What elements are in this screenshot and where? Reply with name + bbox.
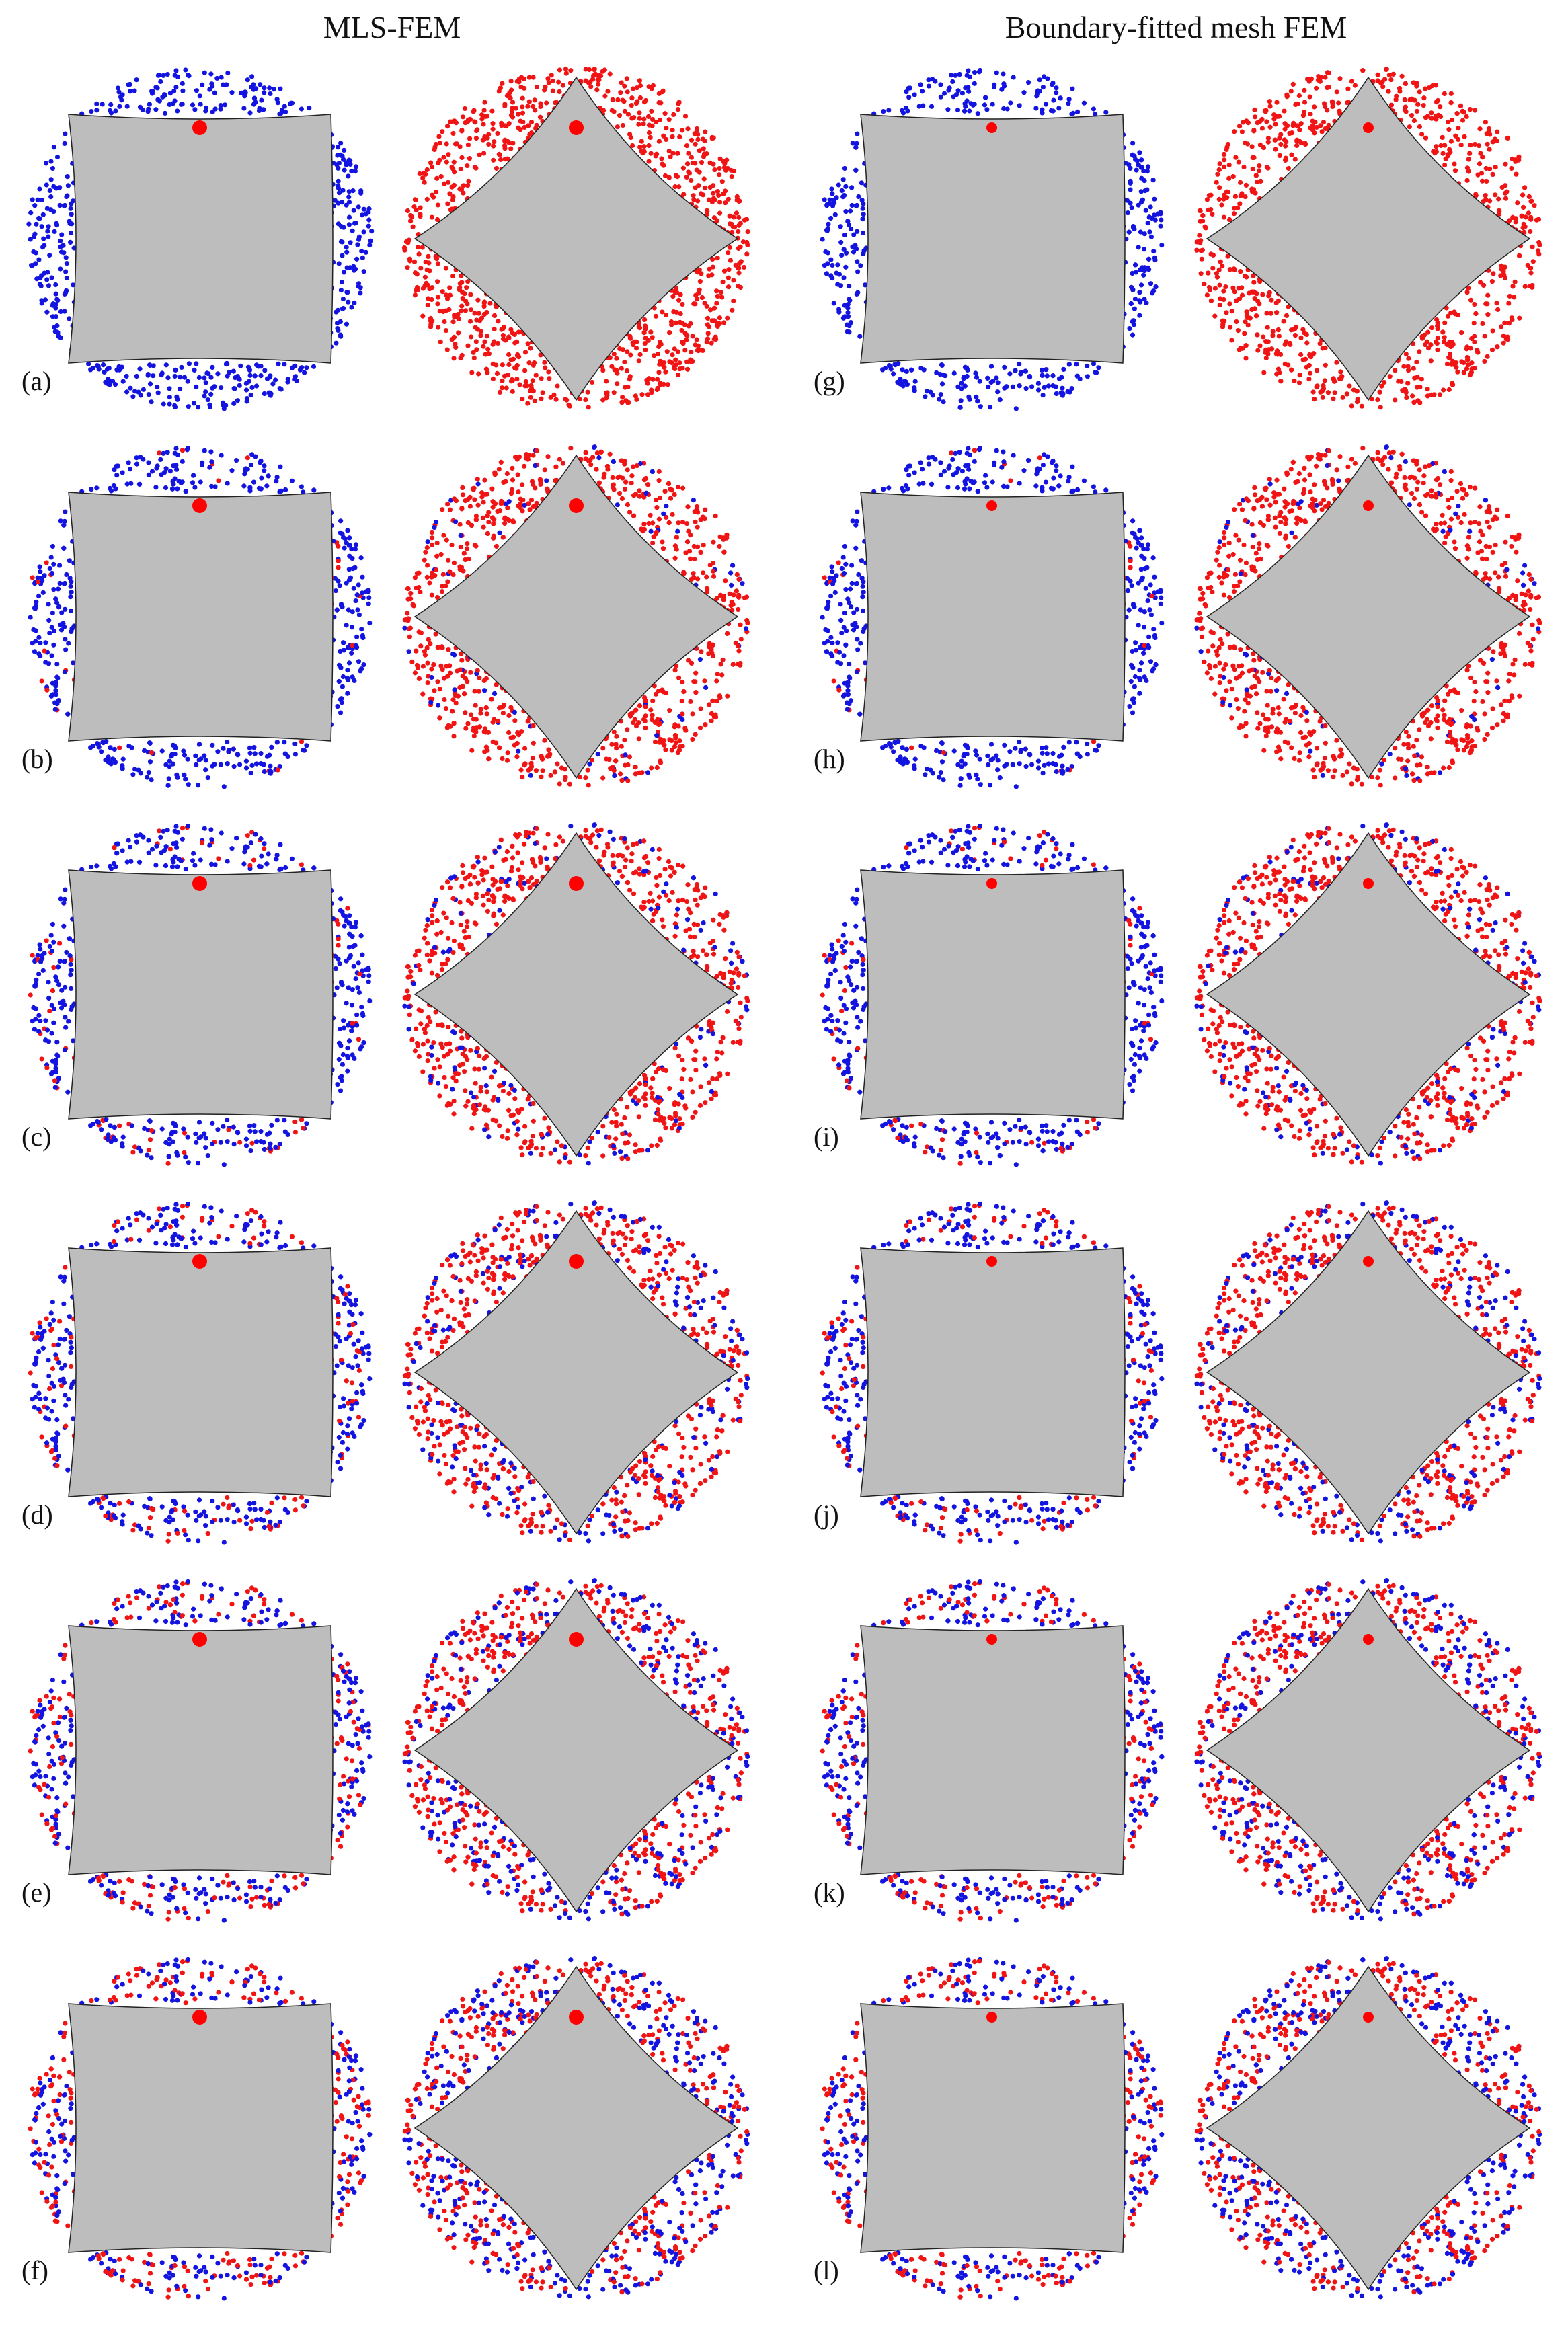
right-rotor-marker <box>1363 500 1374 511</box>
left-rotor <box>68 2003 334 2253</box>
left-rotor-marker <box>986 122 997 133</box>
left-rotor <box>68 1247 334 1497</box>
mixer-panel-d: (d) <box>22 1200 750 1545</box>
right-rotor-marker <box>569 876 584 891</box>
left-rotor <box>860 114 1126 364</box>
right-rotor <box>414 1210 739 1535</box>
mixer-panel-g: (g) <box>814 67 1542 411</box>
left-rotor-marker <box>192 1254 207 1269</box>
mixer-panel-e: (e) <box>22 1578 750 1923</box>
panel-label: (g) <box>814 366 845 396</box>
panel-label: (l) <box>814 2255 839 2285</box>
left-rotor <box>68 869 334 1120</box>
right-rotor-marker <box>1363 2012 1374 2023</box>
column-title-mls-fem: MLS-FEM <box>323 10 461 44</box>
panel-label: (i) <box>814 1122 839 1152</box>
left-rotor <box>860 1247 1126 1497</box>
panel-label: (c) <box>22 1122 51 1152</box>
column-title-boundary-fitted-fem: Boundary-fitted mesh FEM <box>1005 10 1347 44</box>
right-rotor-marker <box>569 2010 584 2025</box>
mixer-panel-l: (l) <box>814 1956 1542 2301</box>
panel-label: (k) <box>814 1877 845 1908</box>
left-rotor-marker <box>192 120 207 135</box>
right-rotor <box>1206 832 1531 1157</box>
left-rotor <box>860 2003 1126 2253</box>
panel-label: (f) <box>22 2255 48 2285</box>
mixer-panel-j: (j) <box>814 1200 1542 1545</box>
mixer-panel-b: (b) <box>22 444 750 789</box>
right-rotor <box>414 454 739 779</box>
particle-cloud <box>820 67 1542 411</box>
left-rotor <box>860 869 1126 1120</box>
right-rotor <box>414 832 739 1157</box>
left-rotor-marker <box>986 1256 997 1267</box>
panel-label: (e) <box>22 1877 51 1908</box>
left-rotor <box>68 114 334 364</box>
right-rotor-marker <box>569 498 584 513</box>
mixer-panel-k: (k) <box>814 1578 1542 1923</box>
mixer-panel-c: (c) <box>22 822 750 1167</box>
panel-label: (d) <box>22 1499 53 1530</box>
particle-cloud <box>820 1956 1542 2301</box>
left-rotor-marker <box>192 1632 207 1647</box>
left-rotor <box>860 1625 1126 1875</box>
right-rotor-marker <box>569 1632 584 1647</box>
particle-cloud <box>28 1200 750 1545</box>
right-rotor-marker <box>569 120 584 135</box>
right-rotor <box>1206 1587 1531 1913</box>
right-rotor-marker <box>1363 878 1374 889</box>
left-rotor-marker <box>986 1634 997 1645</box>
left-rotor <box>860 492 1126 742</box>
right-rotor-marker <box>1363 1256 1374 1267</box>
mixer-panel-a: (a) <box>22 67 750 411</box>
right-rotor <box>1206 76 1531 401</box>
left-rotor-marker <box>192 498 207 513</box>
right-rotor <box>414 1965 739 2291</box>
mixer-panel-i: (i) <box>814 822 1542 1167</box>
panel-label: (j) <box>814 1499 839 1530</box>
left-rotor-marker <box>192 876 207 891</box>
left-rotor-marker <box>986 2012 997 2023</box>
right-rotor <box>1206 1210 1531 1535</box>
right-rotor <box>414 76 739 401</box>
mixer-panel-h: (h) <box>814 444 1542 789</box>
panel-label: (a) <box>22 366 51 396</box>
left-rotor-marker <box>192 2010 207 2025</box>
right-rotor-marker <box>1363 122 1374 133</box>
panel-label: (b) <box>22 744 53 774</box>
left-rotor-marker <box>986 500 997 511</box>
panel-label: (h) <box>814 744 845 774</box>
right-rotor-marker <box>1363 1634 1374 1645</box>
right-rotor <box>1206 1965 1531 2291</box>
left-rotor <box>68 1625 334 1875</box>
right-rotor <box>1206 454 1531 779</box>
right-rotor <box>414 1587 739 1913</box>
right-rotor-marker <box>569 1254 584 1269</box>
left-rotor <box>68 492 334 742</box>
left-rotor-marker <box>986 878 997 889</box>
mixer-panel-f: (f) <box>22 1956 750 2301</box>
